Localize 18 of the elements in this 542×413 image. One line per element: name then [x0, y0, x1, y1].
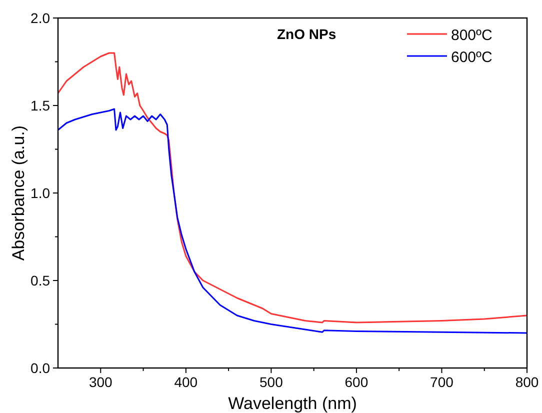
line-series: [57, 108, 528, 334]
x-tick-label: 400: [174, 374, 198, 390]
y-tick-label: 0.5: [30, 272, 50, 288]
line-series: [57, 52, 528, 324]
x-tick-label: 600: [344, 374, 368, 390]
text: ZnO NPs: [277, 26, 336, 42]
y-tick-label: 2.0: [30, 10, 50, 26]
x-tick-label: 500: [260, 374, 284, 390]
y-axis-title: Absorbance (a.u.): [9, 125, 28, 261]
legend-label: 800ºC: [451, 27, 493, 44]
x-tick-label: 800: [515, 374, 539, 390]
x-axis-title: Wavelength (nm): [228, 394, 357, 413]
x-tick-label: 700: [430, 374, 454, 390]
y-tick-label: 0.0: [30, 360, 50, 376]
legend-label: 600ºC: [451, 49, 493, 66]
y-tick-label: 1.5: [30, 98, 50, 114]
y-tick-label: 1.0: [30, 185, 50, 201]
x-tick-label: 300: [88, 374, 113, 390]
